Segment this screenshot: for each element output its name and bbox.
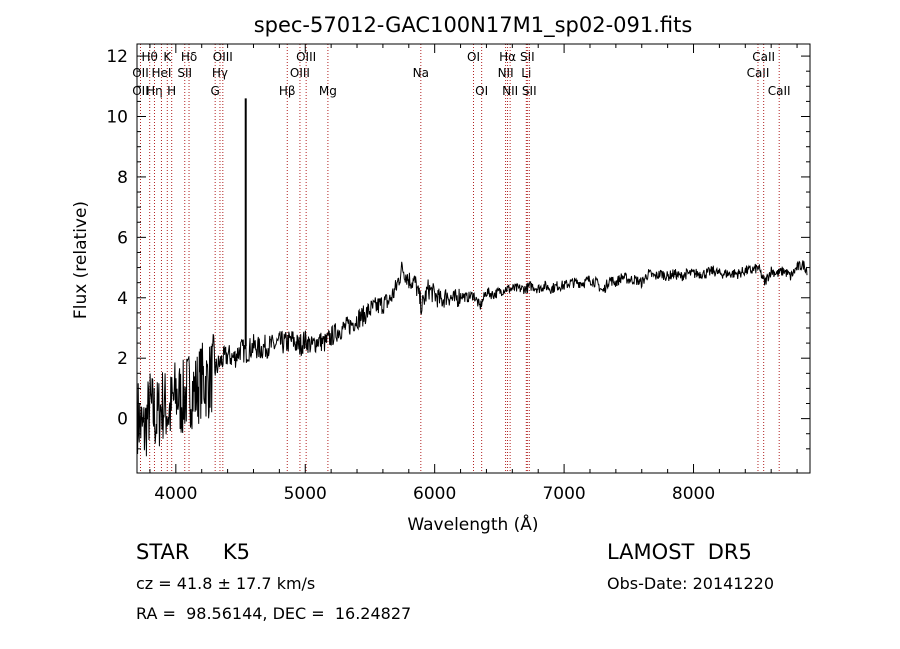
- y-tick-label: 8: [117, 168, 128, 188]
- line-marker-label: HeI: [151, 66, 171, 80]
- line-marker-label: Hδ: [181, 50, 197, 64]
- y-axis-label: Flux (relative): [71, 201, 91, 319]
- line-marker-label: CaII: [747, 66, 770, 80]
- x-axis-label: Wavelength (Å): [407, 513, 538, 535]
- y-axis: 0 2 4 6 8 10 12: [106, 47, 810, 450]
- line-marker-label: Hβ: [279, 84, 296, 98]
- line-marker-label: NII: [502, 84, 518, 98]
- y-tick-label: 10: [106, 108, 128, 128]
- chart-title: spec-57012-GAC100N17M1_sp02-091.fits: [254, 13, 693, 38]
- line-marker-label: Na: [413, 66, 429, 80]
- coordinates: RA = 98.56144, DEC = 16.24827: [136, 604, 412, 623]
- survey-name: LAMOST DR5: [607, 540, 752, 564]
- x-tick-label: 6000: [413, 484, 456, 504]
- line-marker-label: Mg: [319, 84, 337, 98]
- object-class: STAR K5: [136, 540, 250, 564]
- y-tick-label: 2: [117, 349, 128, 369]
- line-marker-label: OI: [467, 50, 480, 64]
- spectrum-series: [137, 98, 808, 457]
- line-marker-label: OII: [132, 84, 149, 98]
- x-tick-label: 4000: [154, 484, 197, 504]
- line-marker-label: CaII: [768, 84, 791, 98]
- line-marker-label: SII: [520, 50, 535, 64]
- line-marker-label: OIII: [296, 50, 316, 64]
- line-marker-label: Hα: [499, 50, 516, 64]
- line-marker-label: OIII: [213, 50, 233, 64]
- line-marker-label: SII: [177, 66, 192, 80]
- line-marker-label: CaII: [752, 50, 775, 64]
- line-marker-label: Hη: [146, 84, 163, 98]
- x-tick-label: 5000: [284, 484, 327, 504]
- line-marker-label: OI: [475, 84, 488, 98]
- y-tick-label: 6: [117, 228, 128, 248]
- line-marker-label: Hγ: [212, 66, 228, 80]
- redshift-cz: cz = 41.8 ± 17.7 km/s: [136, 574, 316, 593]
- y-tick-label: 12: [106, 47, 128, 67]
- y-tick-label: 4: [117, 289, 128, 309]
- line-marker-label: K: [163, 50, 172, 64]
- line-marker-label: Hθ: [141, 50, 157, 64]
- plot-frame: [136, 43, 811, 474]
- x-tick-label: 7000: [542, 484, 585, 504]
- y-tick-label: 0: [117, 410, 128, 430]
- line-markers: HβOIIIOIIIMgNaOIOINIIHαNIILiSIISIICaIICa…: [132, 44, 791, 473]
- obs-date: Obs-Date: 20141220: [607, 574, 775, 593]
- line-marker-label: Li: [521, 66, 531, 80]
- spectrum-line: [137, 260, 808, 457]
- line-marker-label: G: [211, 84, 220, 98]
- line-marker-label: OII: [132, 66, 149, 80]
- x-axis: 4000 5000 6000 7000 8000: [149, 44, 798, 504]
- line-marker-label: NII: [498, 66, 514, 80]
- line-marker-label: SII: [522, 84, 537, 98]
- line-marker-label: H: [167, 84, 176, 98]
- x-tick-label: 8000: [672, 484, 715, 504]
- line-marker-label: OIII: [290, 66, 310, 80]
